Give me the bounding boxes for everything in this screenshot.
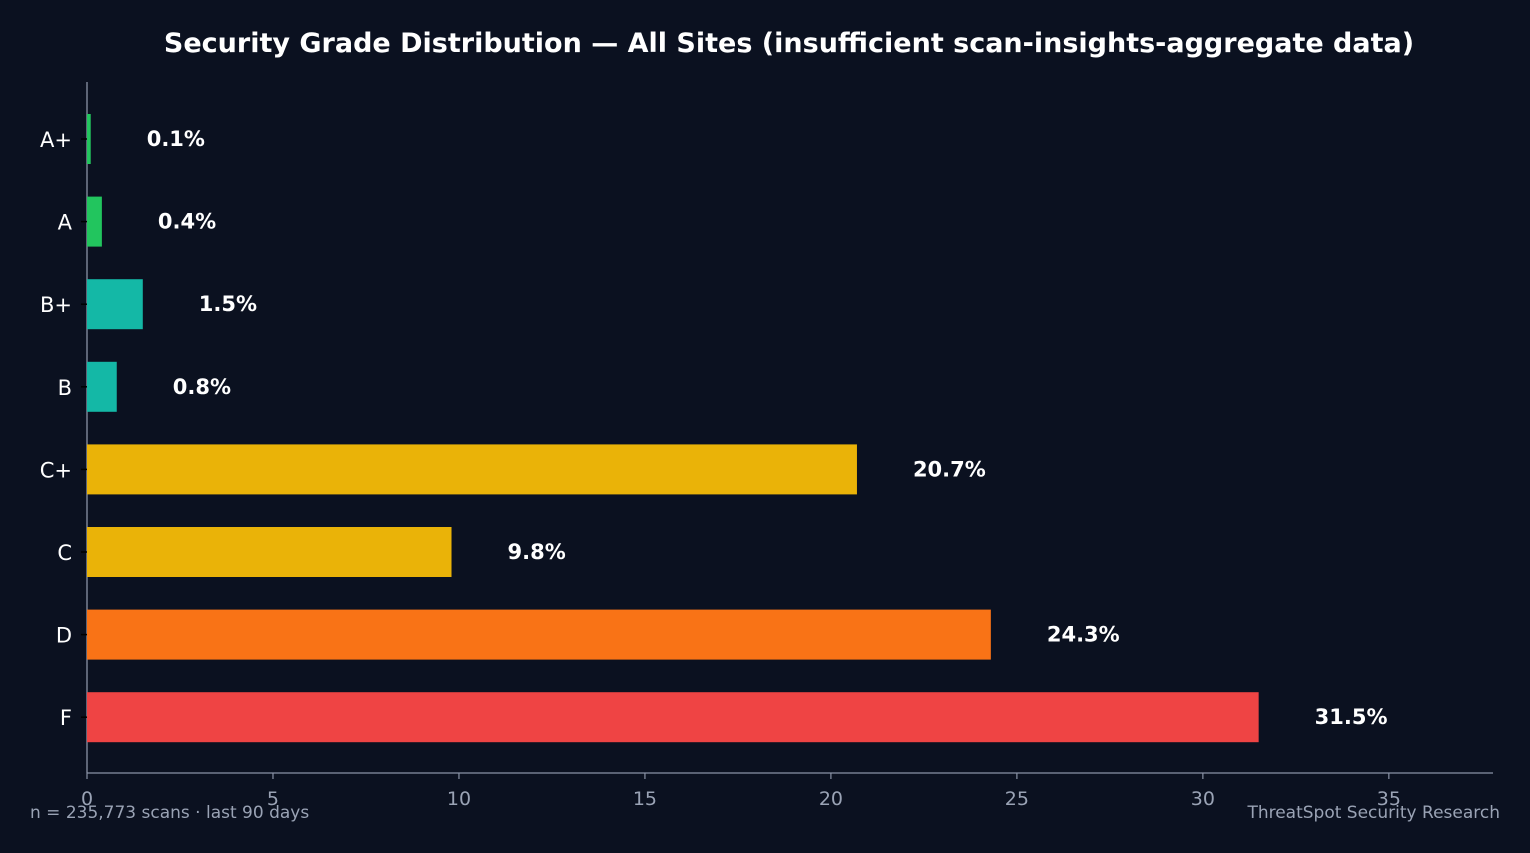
category-label: D: [56, 624, 72, 648]
bar: [87, 361, 117, 412]
value-label: 0.1%: [147, 127, 205, 151]
x-tick-label: 30: [1191, 788, 1215, 810]
x-tick-label: 10: [447, 788, 471, 810]
bar: [87, 196, 102, 247]
value-label: 1.5%: [199, 292, 257, 316]
sample-size-note: n = 235,773 scans · last 90 days: [30, 803, 310, 823]
bar: [87, 692, 1259, 743]
value-label: 20.7%: [913, 457, 986, 481]
source-credit: ThreatSpot Security Research: [1247, 803, 1500, 823]
x-tick-label: 25: [1005, 788, 1029, 810]
category-label: C: [57, 541, 72, 565]
chart-title: Security Grade Distribution — All Sites …: [164, 28, 1414, 59]
x-tick-label: 20: [819, 788, 843, 810]
category-label: B+: [40, 293, 72, 317]
value-label: 0.4%: [158, 210, 216, 234]
category-label: A: [58, 211, 73, 235]
x-tick-label: 15: [633, 788, 657, 810]
bar: [87, 609, 991, 660]
category-label: B: [58, 376, 72, 400]
category-label: C+: [40, 458, 72, 482]
value-label: 31.5%: [1315, 705, 1388, 729]
bar: [87, 444, 857, 495]
x-tick-label: 0: [81, 788, 93, 810]
value-label: 0.8%: [173, 375, 231, 399]
category-label: F: [60, 706, 72, 730]
plot-area: 0 5 10 15 20 25 30 35 A+ 0.1% A 0.4% B+ 1.5% B 0.8% C+ 20…: [40, 82, 1493, 810]
bar: [87, 527, 452, 577]
value-label: 24.3%: [1047, 623, 1120, 647]
bar: [87, 114, 91, 164]
value-label: 9.8%: [508, 540, 566, 564]
bar: [87, 279, 143, 330]
x-tick-label: 35: [1377, 788, 1401, 810]
x-tick-label: 5: [267, 788, 279, 810]
category-label: A+: [40, 128, 72, 152]
